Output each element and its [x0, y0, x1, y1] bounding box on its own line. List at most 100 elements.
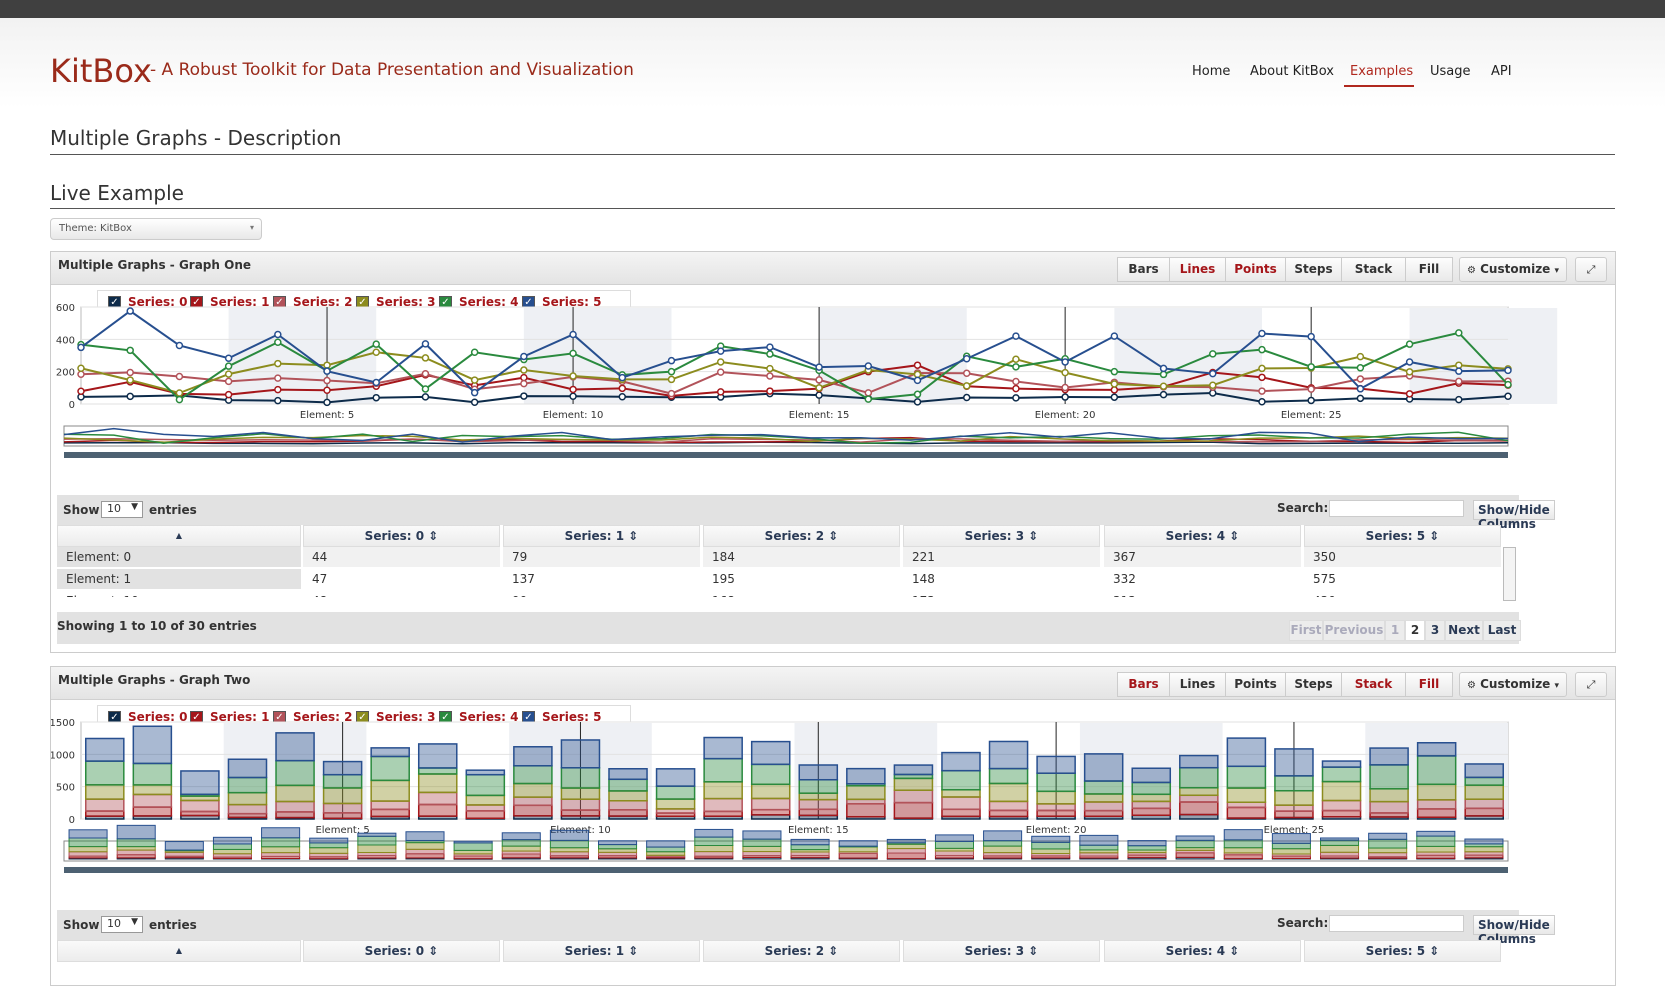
- stack-bar-segment: [846, 785, 886, 801]
- stack-bar-segment: [417, 791, 458, 806]
- stack-bar-segment: [893, 789, 934, 804]
- pagination-previous[interactable]: Previous: [1323, 620, 1385, 641]
- stack-bar-segment: [370, 800, 410, 811]
- theme-select[interactable]: Theme: KitBox ▾: [50, 218, 262, 240]
- page-length-value: 10: [107, 502, 121, 515]
- stack-bar-segment: [417, 773, 458, 794]
- legend-label: Series: 1: [210, 295, 270, 309]
- stack-bar-segment: [1274, 775, 1314, 792]
- y-tick-label: 1500: [51, 718, 75, 729]
- series-point: [421, 370, 430, 378]
- table-scrollbar[interactable]: [1503, 547, 1516, 601]
- stack-bar-segment: [465, 810, 506, 820]
- series-point: [913, 398, 922, 406]
- stack-bar-segment: [1179, 794, 1219, 803]
- x-tick-label: Element: 10: [543, 410, 604, 421]
- column-header[interactable]: Series: 4 ⇕: [1104, 940, 1301, 962]
- overview-bar: [1127, 845, 1167, 851]
- overview-bar: [694, 828, 734, 838]
- column-header[interactable]: Series: 3 ⇕: [903, 940, 1100, 962]
- checkbox-icon[interactable]: ✓: [356, 711, 369, 724]
- bars-button[interactable]: Bars: [1117, 257, 1169, 282]
- bars-button[interactable]: Bars: [1117, 672, 1169, 697]
- column-header[interactable]: Series: 2 ⇕: [703, 525, 900, 547]
- overview-bar: [646, 840, 686, 848]
- search-input[interactable]: [1329, 500, 1464, 517]
- pagination-page-1[interactable]: 1: [1385, 620, 1405, 641]
- customize-button[interactable]: ⚙ Customize ▾: [1459, 257, 1567, 282]
- overview-bar: [983, 840, 1023, 847]
- lines-button[interactable]: Lines: [1169, 672, 1225, 697]
- graph-one-chart[interactable]: 0 200 400 600 Element: 5 Element: 10 Element: …: [51, 252, 1617, 462]
- overview-bar: [1223, 847, 1263, 854]
- nav-examples[interactable]: Examples: [1350, 64, 1414, 79]
- column-header-index[interactable]: ▲: [57, 525, 301, 547]
- column-header[interactable]: Series: 5 ⇕: [1304, 940, 1501, 962]
- points-button[interactable]: Points: [1225, 257, 1285, 282]
- pagination-last[interactable]: Last: [1483, 620, 1521, 641]
- overview-bar: [742, 851, 782, 857]
- overview-bar: [212, 836, 252, 845]
- stack-bar-segment: [417, 767, 458, 775]
- series-point: [1012, 363, 1020, 371]
- overview-bar: [261, 846, 301, 854]
- overview-bar: [790, 844, 830, 851]
- search-input[interactable]: [1329, 915, 1464, 932]
- show-hide-columns-button[interactable]: Show/Hide Columns: [1473, 915, 1555, 946]
- stack-bar-segment: [132, 725, 173, 765]
- overview-bar: [309, 852, 349, 858]
- stack-bar-segment: [465, 773, 506, 797]
- stack-bar-segment: [322, 802, 363, 814]
- page-length-select[interactable]: 10 ▼: [101, 916, 143, 933]
- stack-bar-segment: [798, 808, 839, 817]
- expand-icon[interactable]: ⤢: [1575, 672, 1607, 697]
- stack-bar-segment: [1464, 807, 1504, 817]
- checkbox-icon[interactable]: ✓: [273, 296, 286, 309]
- column-header[interactable]: Series: 0 ⇕: [303, 525, 500, 547]
- stack-bar-segment: [132, 762, 173, 786]
- page-length-select[interactable]: 10 ▼: [101, 501, 143, 518]
- stack-bar-segment: [1321, 760, 1362, 768]
- expand-icon[interactable]: ⤢: [1575, 257, 1607, 282]
- lines-button[interactable]: Lines: [1169, 257, 1225, 282]
- fill-button[interactable]: Fill: [1405, 257, 1453, 282]
- series-point: [1356, 364, 1365, 372]
- column-header[interactable]: Series: 5 ⇕: [1304, 525, 1501, 547]
- checkbox-icon[interactable]: ✓: [522, 296, 535, 309]
- nav-usage[interactable]: Usage: [1430, 64, 1471, 79]
- steps-button[interactable]: Steps: [1285, 257, 1341, 282]
- series-point: [1258, 364, 1266, 373]
- steps-button[interactable]: Steps: [1285, 672, 1341, 697]
- stack-bar-segment: [1321, 799, 1362, 812]
- series-point: [1159, 370, 1168, 379]
- nav-home[interactable]: Home: [1192, 64, 1231, 79]
- customize-button[interactable]: ⚙ Customize ▾: [1459, 672, 1567, 697]
- points-button[interactable]: Points: [1225, 672, 1285, 697]
- pagination-page-3[interactable]: 3: [1425, 620, 1445, 641]
- checkbox-icon[interactable]: ✓: [108, 711, 121, 724]
- stack-button[interactable]: Stack: [1341, 257, 1405, 282]
- column-header[interactable]: Series: 0 ⇕: [303, 940, 500, 962]
- brand-logo[interactable]: KitBox: [50, 52, 152, 90]
- series-line: [80, 364, 1509, 397]
- x-tick-label: Element: 20: [1026, 825, 1087, 836]
- column-header[interactable]: Series: 1 ⇕: [503, 940, 700, 962]
- nav-api[interactable]: API: [1491, 64, 1512, 79]
- column-header[interactable]: Series: 3 ⇕: [903, 525, 1100, 547]
- pagination-first[interactable]: First: [1289, 620, 1323, 641]
- show-hide-columns-button[interactable]: Show/Hide Columns: [1473, 500, 1555, 531]
- nav-about[interactable]: About KitBox: [1250, 64, 1334, 79]
- overview-bar: [309, 847, 349, 854]
- column-header[interactable]: Series: 2 ⇕: [703, 940, 900, 962]
- fill-button[interactable]: Fill: [1405, 672, 1453, 697]
- column-header[interactable]: Series: 4 ⇕: [1104, 525, 1301, 547]
- table-cell: 221: [903, 547, 1100, 567]
- pagination-next[interactable]: Next: [1445, 620, 1483, 641]
- stack-button[interactable]: Stack: [1341, 672, 1405, 697]
- checkbox-icon[interactable]: ✓: [522, 711, 535, 724]
- overview-bar: [501, 845, 541, 852]
- pagination-page-2[interactable]: 2: [1405, 620, 1425, 641]
- column-header[interactable]: Series: 1 ⇕: [503, 525, 700, 547]
- column-header-index[interactable]: ▲: [57, 940, 301, 962]
